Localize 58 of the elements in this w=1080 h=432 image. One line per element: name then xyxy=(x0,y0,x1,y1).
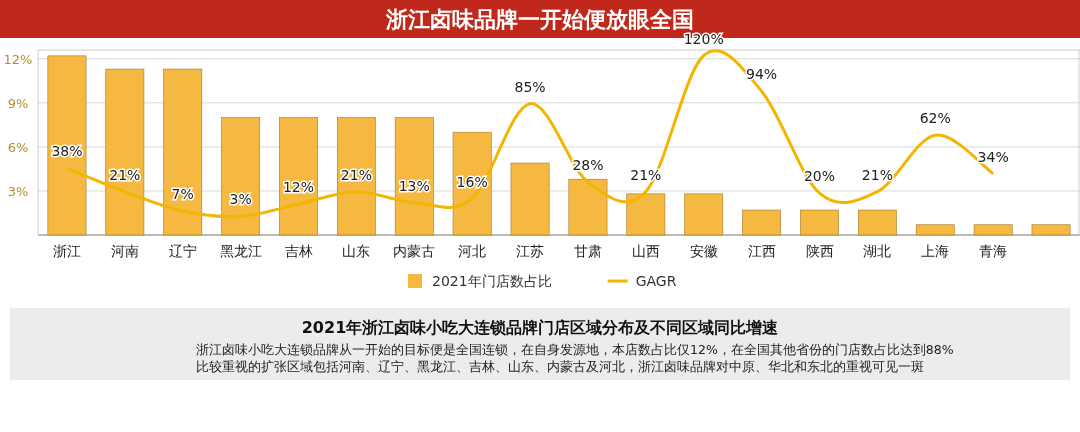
data-label: 3% xyxy=(229,191,252,208)
bar xyxy=(105,68,145,236)
bar xyxy=(1031,224,1071,236)
x-tick-label: 山西 xyxy=(631,243,660,259)
x-tick-label: 河南 xyxy=(110,243,139,259)
bar xyxy=(279,117,318,236)
x-tick-label: 辽宁 xyxy=(168,243,197,259)
x-tick-label: 上海 xyxy=(921,243,950,259)
data-label: 94% xyxy=(746,66,778,83)
data-label: 16% xyxy=(456,173,488,190)
y-tick-label: 6% xyxy=(7,139,29,155)
text: 浙江卤味小吃大连锁品牌从一开始的目标便是全国连锁，在自身发源地，本店数占比仅12%，在全国其他省份的门店数占比达到88% xyxy=(196,342,954,357)
x-tick-label: 安徽 xyxy=(689,243,718,259)
y-tick-label: 3% xyxy=(7,183,29,199)
bar xyxy=(394,117,434,236)
x-tick-label: 江苏 xyxy=(516,243,545,259)
data-label: 38% xyxy=(51,143,83,160)
chart-title: 浙江卤味品牌一开始便放眼全国 xyxy=(385,7,694,32)
legend-label: GAGR xyxy=(635,273,677,289)
data-label: 21% xyxy=(340,166,372,183)
x-tick-label: 湖北 xyxy=(863,243,892,259)
data-label: 21% xyxy=(861,166,893,183)
data-label: 62% xyxy=(919,110,951,127)
bar xyxy=(47,55,87,236)
bar xyxy=(163,68,203,236)
data-label: 34% xyxy=(977,148,1009,165)
x-tick-label: 吉林 xyxy=(284,243,313,259)
bar xyxy=(568,178,608,236)
bar xyxy=(857,209,897,236)
bar xyxy=(452,131,492,236)
x-tick-label: 内蒙古 xyxy=(393,243,436,259)
data-label: 85% xyxy=(514,78,546,95)
data-label: 7% xyxy=(171,185,194,202)
x-tick-label: 山东 xyxy=(342,243,371,259)
bar xyxy=(510,162,550,236)
data-label: 13% xyxy=(398,177,430,194)
legend-label: 2021年门店数占比 xyxy=(432,273,552,289)
bar xyxy=(915,224,955,236)
text: 比较重视的扩张区域包括河南、辽宁、黑龙江、吉林、山东、内蒙古及河北，浙江卤味品牌对中原、华北和东北的重视可见一斑 xyxy=(196,359,924,374)
bar xyxy=(973,224,1013,236)
bar xyxy=(684,193,724,236)
bar xyxy=(626,193,666,236)
bar xyxy=(336,117,376,236)
y-tick-label: 12% xyxy=(3,51,33,67)
x-tick-label: 江西 xyxy=(747,243,776,259)
text: 2021年浙江卤味小吃大连锁品牌门店区域分布及不同区域同比增速 xyxy=(301,318,780,337)
x-tick-label: 河北 xyxy=(458,243,487,259)
y-tick-label: 9% xyxy=(7,95,29,111)
bar xyxy=(800,209,839,236)
data-label: 12% xyxy=(282,179,315,196)
data-label: 21% xyxy=(109,166,141,183)
x-tick-label: 陕西 xyxy=(805,243,834,259)
x-tick-label: 浙江 xyxy=(52,243,81,259)
x-tick-label: 黑龙江 xyxy=(219,243,262,259)
bar xyxy=(221,117,261,236)
x-tick-label: 青海 xyxy=(979,243,1008,259)
x-tick-label: 甘肃 xyxy=(573,243,602,259)
bar xyxy=(742,209,782,236)
